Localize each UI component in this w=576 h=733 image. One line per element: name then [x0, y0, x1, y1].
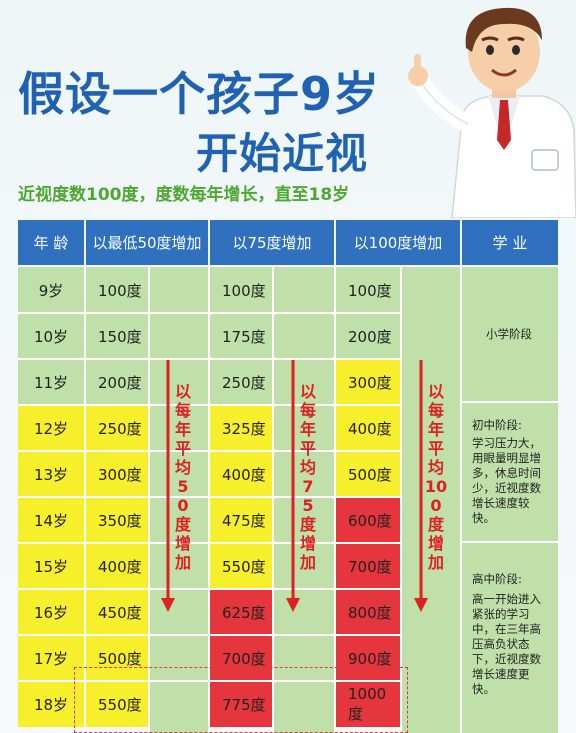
value-50-cell: 150度	[86, 313, 148, 359]
value-100-cell: 1000度	[336, 681, 400, 727]
column-divider	[334, 267, 336, 733]
header-age: 年 龄	[18, 220, 84, 265]
value-50-cell: 500度	[86, 635, 148, 681]
age-cell: 9岁	[18, 267, 84, 313]
study-junior-text: 学习压力大，用眼量明显增多，休息时间少，近视度数增长速度较快。	[472, 436, 541, 525]
value-50-cell: 450度	[86, 589, 148, 635]
value-100-cell: 700度	[336, 543, 400, 589]
age-cell: 14岁	[18, 497, 84, 543]
age-cell: 15岁	[18, 543, 84, 589]
age-cell: 16岁	[18, 589, 84, 635]
age-cell: 13岁	[18, 451, 84, 497]
value-50-cell: 350度	[86, 497, 148, 543]
value-50-cell: 550度	[86, 681, 148, 727]
value-75-cell: 625度	[210, 589, 272, 635]
header-study: 学 业	[462, 220, 558, 265]
value-75-cell: 775度	[210, 681, 272, 727]
study-divider-1	[462, 401, 558, 403]
column-divider	[272, 267, 274, 733]
age-cell: 17岁	[18, 635, 84, 681]
column-divider	[84, 267, 86, 733]
value-100-cell: 500度	[336, 451, 400, 497]
header-100: 以100度增加	[336, 220, 460, 265]
value-100-cell: 400度	[336, 405, 400, 451]
study-senior-text: 高一开始进入紧张的学习中，在三年高压高负状态下，近视度数增长速度更快。	[472, 592, 541, 696]
age-cell: 10岁	[18, 313, 84, 359]
title-line-1: 假设一个孩子9岁	[18, 67, 381, 121]
study-primary: 小学阶段	[486, 327, 532, 341]
value-75-cell: 550度	[210, 543, 272, 589]
age-cell: 11岁	[18, 359, 84, 405]
arrow-column-50	[150, 267, 208, 733]
header-50: 以最低50度增加	[86, 220, 208, 265]
highlight-dashed-box	[74, 667, 408, 733]
arrow-label-100: 以每年平均100度增加	[424, 382, 448, 572]
study-column	[462, 267, 558, 733]
value-100-cell: 600度	[336, 497, 400, 543]
subtitle: 近视度数100度，度数每年增长，直至18岁	[18, 185, 350, 205]
arrow-label-50: 以每年平均50度增加	[174, 382, 191, 572]
value-75-cell: 250度	[210, 359, 272, 405]
value-50-cell: 300度	[86, 451, 148, 497]
value-50-cell: 250度	[86, 405, 148, 451]
value-75-cell: 400度	[210, 451, 272, 497]
column-divider	[148, 267, 150, 733]
value-75-cell: 325度	[210, 405, 272, 451]
value-100-cell: 900度	[336, 635, 400, 681]
study-senior-title: 高中阶段:	[472, 572, 522, 586]
title-line-2: 开始近视	[196, 129, 369, 178]
value-75-cell: 175度	[210, 313, 272, 359]
value-50-cell: 100度	[86, 267, 148, 313]
value-100-cell: 100度	[336, 267, 400, 313]
arrow-label-75: 以每年平均75度增加	[299, 382, 316, 572]
study-divider-2	[462, 541, 558, 543]
arrow-column-100	[402, 267, 460, 733]
age-cell: 18岁	[18, 681, 84, 727]
doctor-illustration	[408, 7, 576, 218]
value-50-cell: 200度	[86, 359, 148, 405]
value-75-cell: 100度	[210, 267, 272, 313]
column-divider	[460, 267, 462, 733]
column-divider	[208, 267, 210, 733]
arrow-column-75	[274, 267, 334, 733]
value-75-cell: 475度	[210, 497, 272, 543]
value-100-cell: 800度	[336, 589, 400, 635]
value-100-cell: 300度	[336, 359, 400, 405]
header-75: 以75度增加	[210, 220, 334, 265]
value-100-cell: 200度	[336, 313, 400, 359]
value-75-cell: 700度	[210, 635, 272, 681]
age-cell: 12岁	[18, 405, 84, 451]
study-junior-title: 初中阶段:	[472, 418, 522, 432]
column-divider	[400, 267, 402, 733]
value-50-cell: 400度	[86, 543, 148, 589]
